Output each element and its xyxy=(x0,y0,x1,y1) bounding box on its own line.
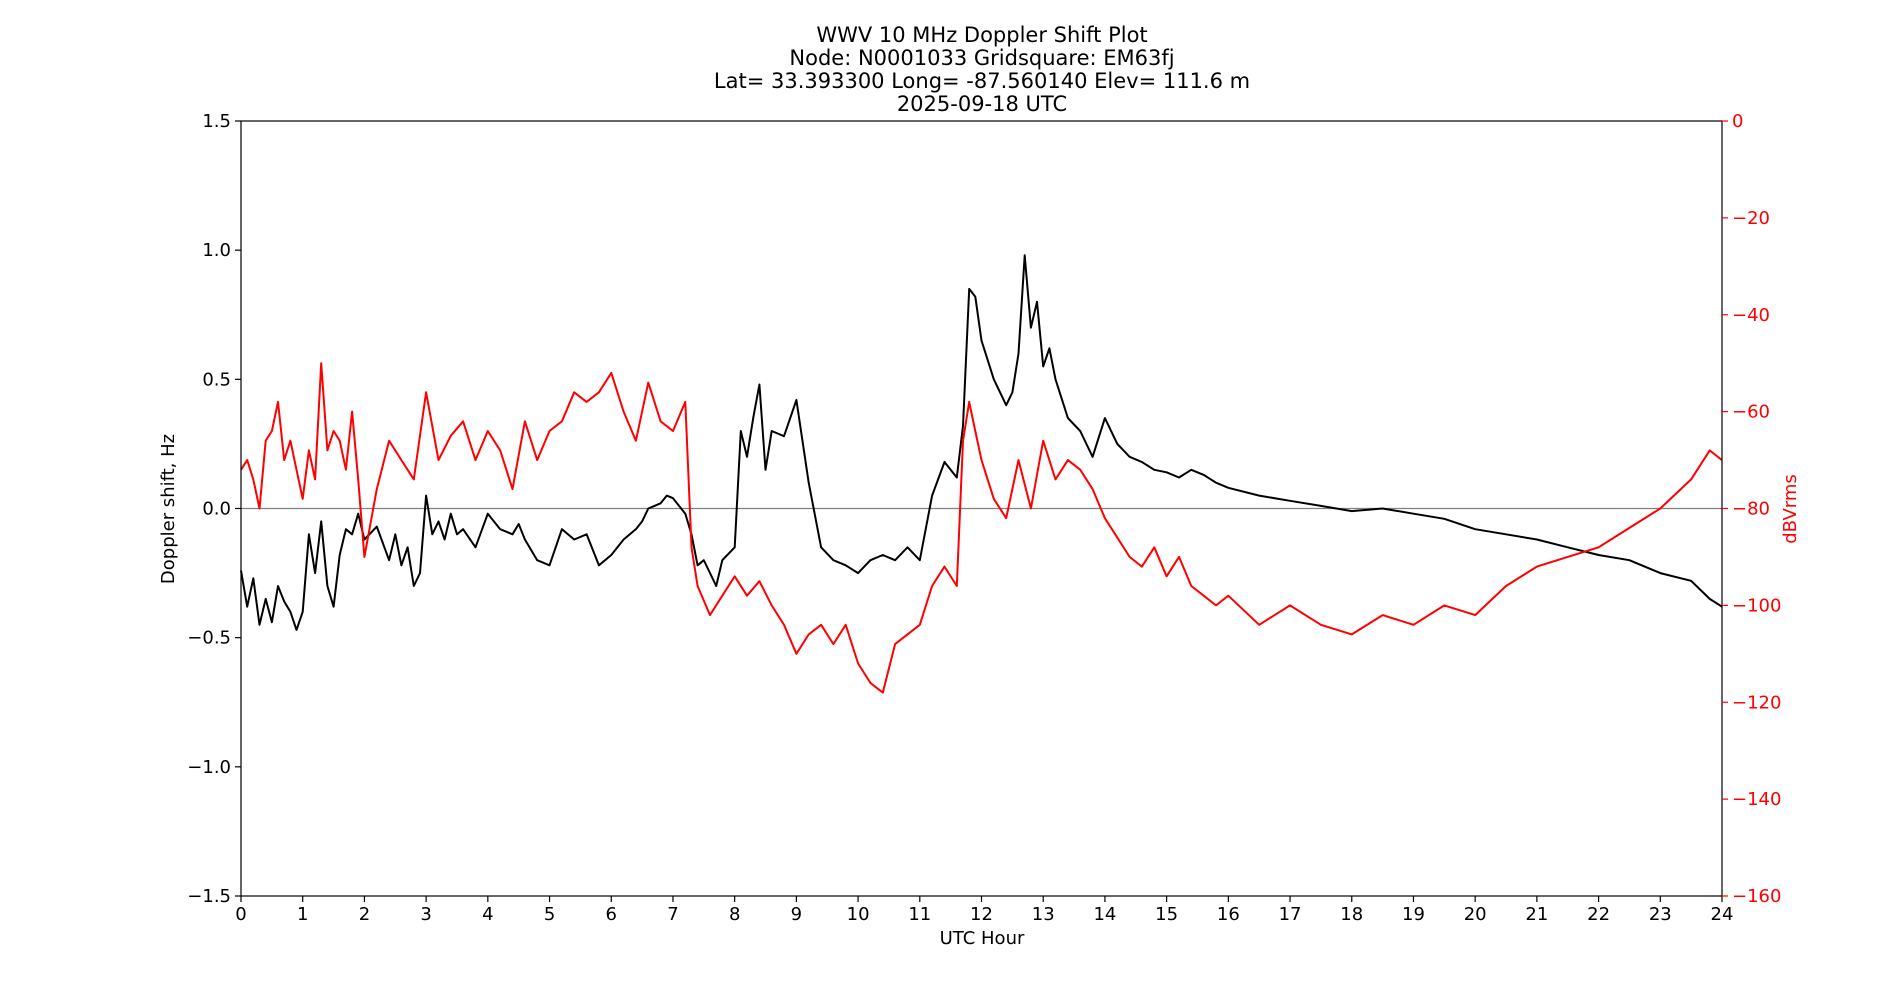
y2-tick-label: −100 xyxy=(1732,595,1781,616)
x-tick-label: 21 xyxy=(1525,904,1548,925)
series-line-doppler xyxy=(240,254,1723,631)
x-tick-label: 7 xyxy=(667,904,678,925)
title-line-2: Node: N0001033 Gridsquare: EM63fj xyxy=(789,46,1174,70)
x-tick-label: 9 xyxy=(791,904,802,925)
x-tick-label: 15 xyxy=(1155,904,1178,925)
x-tick-label: 0 xyxy=(235,904,246,925)
x-tick-label: 24 xyxy=(1711,904,1734,925)
x-tick-label: 19 xyxy=(1402,904,1425,925)
y2-axis-label: dBVrms xyxy=(1780,474,1801,544)
x-tick-label: 6 xyxy=(606,904,617,925)
chart-title: WWV 10 MHz Doppler Shift Plot Node: N000… xyxy=(714,23,1250,116)
x-tick-label: 4 xyxy=(482,904,493,925)
series-line-power xyxy=(240,362,1723,694)
x-tick-label: 12 xyxy=(970,904,993,925)
y2-tick-label: −40 xyxy=(1732,305,1770,326)
x-tick-label: 13 xyxy=(1032,904,1055,925)
y-tick-label: 1.0 xyxy=(202,240,231,261)
x-axis-label: UTC Hour xyxy=(940,928,1025,949)
y-tick-label: 0.0 xyxy=(202,499,231,520)
title-line-3: Lat= 33.393300 Long= -87.560140 Elev= 11… xyxy=(714,69,1250,93)
title-line-1: WWV 10 MHz Doppler Shift Plot xyxy=(816,23,1147,47)
y2-tick-label: −60 xyxy=(1732,402,1770,423)
y-tick-label: −1.5 xyxy=(187,886,231,907)
x-tick-label: 23 xyxy=(1649,904,1672,925)
x-tick-label: 18 xyxy=(1340,904,1363,925)
x-tick-label: 11 xyxy=(908,904,931,925)
series-layer xyxy=(240,254,1723,694)
x-tick-label: 16 xyxy=(1217,904,1240,925)
y2-tick-label: −120 xyxy=(1732,692,1781,713)
x-tick-label: 8 xyxy=(729,904,740,925)
x-tick-label: 20 xyxy=(1464,904,1487,925)
x-tick-label: 17 xyxy=(1279,904,1302,925)
y-tick-label: 0.5 xyxy=(202,369,231,390)
x-tick-label: 1 xyxy=(297,904,308,925)
y-tick-label: 1.5 xyxy=(202,111,231,132)
y2-tick-label: −160 xyxy=(1732,886,1781,907)
y-tick-label: −0.5 xyxy=(187,628,231,649)
y-axis-label: Doppler shift, Hz xyxy=(158,434,179,584)
x-tick-label: 5 xyxy=(544,904,555,925)
x-tick-label: 10 xyxy=(847,904,870,925)
title-line-4: 2025-09-18 UTC xyxy=(897,92,1067,116)
x-tick-label: 2 xyxy=(359,904,370,925)
y-tick-label: −1.0 xyxy=(187,757,231,778)
y2-tick-label: −20 xyxy=(1732,208,1770,229)
axes-layer: 0 1 2 3 4 5 6 7 8 9 10 11 12 13 14 15 16 17 18 19 20 21 22 23 24… xyxy=(187,111,1781,925)
y2-tick-label: 0 xyxy=(1732,111,1743,132)
y2-tick-label: −140 xyxy=(1732,789,1781,810)
x-tick-label: 3 xyxy=(420,904,431,925)
x-tick-label: 22 xyxy=(1587,904,1610,925)
y2-tick-label: −80 xyxy=(1732,499,1770,520)
x-tick-label: 14 xyxy=(1093,904,1116,925)
